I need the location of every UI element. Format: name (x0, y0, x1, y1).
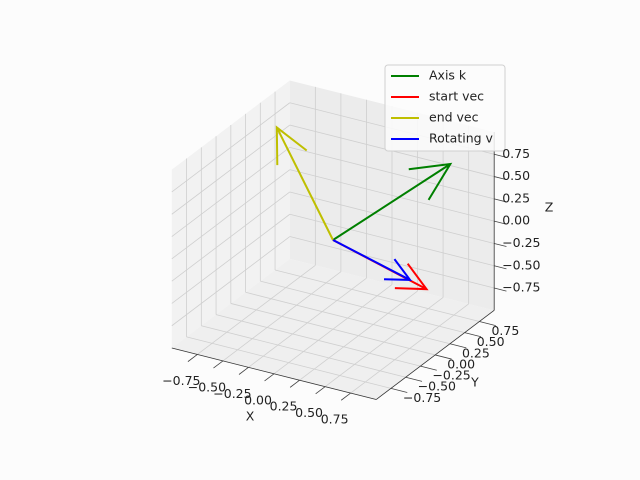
x-tick-label: −0.50 (188, 379, 226, 394)
y-tick-label: 0.50 (477, 334, 505, 349)
y-tick-label: −0.75 (403, 390, 441, 405)
grid-line (171, 236, 291, 327)
grid-line (274, 269, 480, 322)
grid-line (171, 191, 291, 282)
plot-area (275, 125, 453, 291)
x-tick-label: 0.50 (295, 405, 323, 420)
grid-line (260, 280, 465, 334)
tick-mark (464, 332, 482, 338)
legend-label: Axis k (429, 68, 467, 83)
y-tick-label: −0.25 (432, 368, 470, 383)
grid-line (171, 169, 291, 260)
z-tick-label: 0.25 (502, 190, 530, 205)
legend-label: start vec (429, 89, 484, 104)
tick-mark (315, 386, 326, 395)
x-axis-line (171, 347, 377, 400)
grid-line (171, 147, 291, 237)
grid-line (289, 146, 495, 200)
tick-mark (340, 392, 351, 401)
tick-mark (479, 321, 496, 327)
grid-line (215, 314, 421, 367)
tick-mark (494, 220, 507, 225)
z-tick-label: −0.75 (502, 280, 540, 295)
arrow (332, 162, 453, 241)
z-axis-label: Z (545, 200, 554, 215)
legend-label: Rotating v (429, 131, 494, 146)
grid-line (171, 102, 291, 193)
tick-mark (420, 365, 437, 371)
z-tick-label: −0.25 (502, 235, 540, 250)
tick-mark (435, 354, 452, 360)
tick-mark (494, 198, 507, 203)
z-tick-label: 0.50 (502, 168, 530, 183)
tick-mark (405, 376, 423, 382)
y-axis-line (375, 310, 495, 400)
grid-line (201, 325, 406, 378)
grid-line (289, 191, 495, 244)
legend-label: end vec (429, 110, 479, 125)
tick-mark (494, 153, 507, 158)
tick-mark (390, 388, 408, 393)
tick-mark (494, 287, 507, 292)
x-tick-label: −0.25 (213, 386, 251, 401)
legend: Axis k start vec end vec Rotating v (384, 64, 506, 152)
grid-line (171, 213, 291, 304)
tick-mark (494, 243, 507, 247)
grid-line (230, 303, 436, 356)
grid-line (289, 169, 495, 222)
x-tick-label: 0.75 (321, 412, 349, 427)
grid-line (186, 336, 392, 389)
grid-line (171, 124, 291, 215)
y-tick-label: 0.25 (462, 345, 490, 360)
z-tick-label: 0.75 (502, 146, 530, 161)
grid-line (245, 291, 451, 345)
arrow (332, 239, 413, 281)
grid-line (289, 236, 495, 289)
tick-mark (449, 343, 467, 349)
arrow (275, 125, 334, 241)
tick-mark (238, 367, 249, 375)
x-axis-label: X (246, 409, 255, 424)
y-axis-label: Y (470, 375, 479, 390)
y-tick-label: 0.75 (491, 323, 519, 338)
tick-mark (213, 360, 224, 369)
x-tick-label: 0.00 (244, 392, 272, 407)
y-tick-label: −0.50 (418, 379, 456, 394)
y-tick-label: 0.00 (447, 356, 475, 371)
z-tick-label: 0.00 (502, 213, 530, 228)
z-tick-label: −0.50 (502, 257, 540, 272)
tick-mark (264, 373, 275, 382)
legend-frame (384, 64, 506, 152)
tick-mark (187, 354, 198, 362)
x-tick-label: −0.75 (162, 373, 200, 388)
tick-mark (494, 265, 507, 270)
tick-mark (289, 379, 300, 388)
tick-mark (494, 176, 507, 181)
x-tick-label: 0.25 (270, 399, 298, 414)
